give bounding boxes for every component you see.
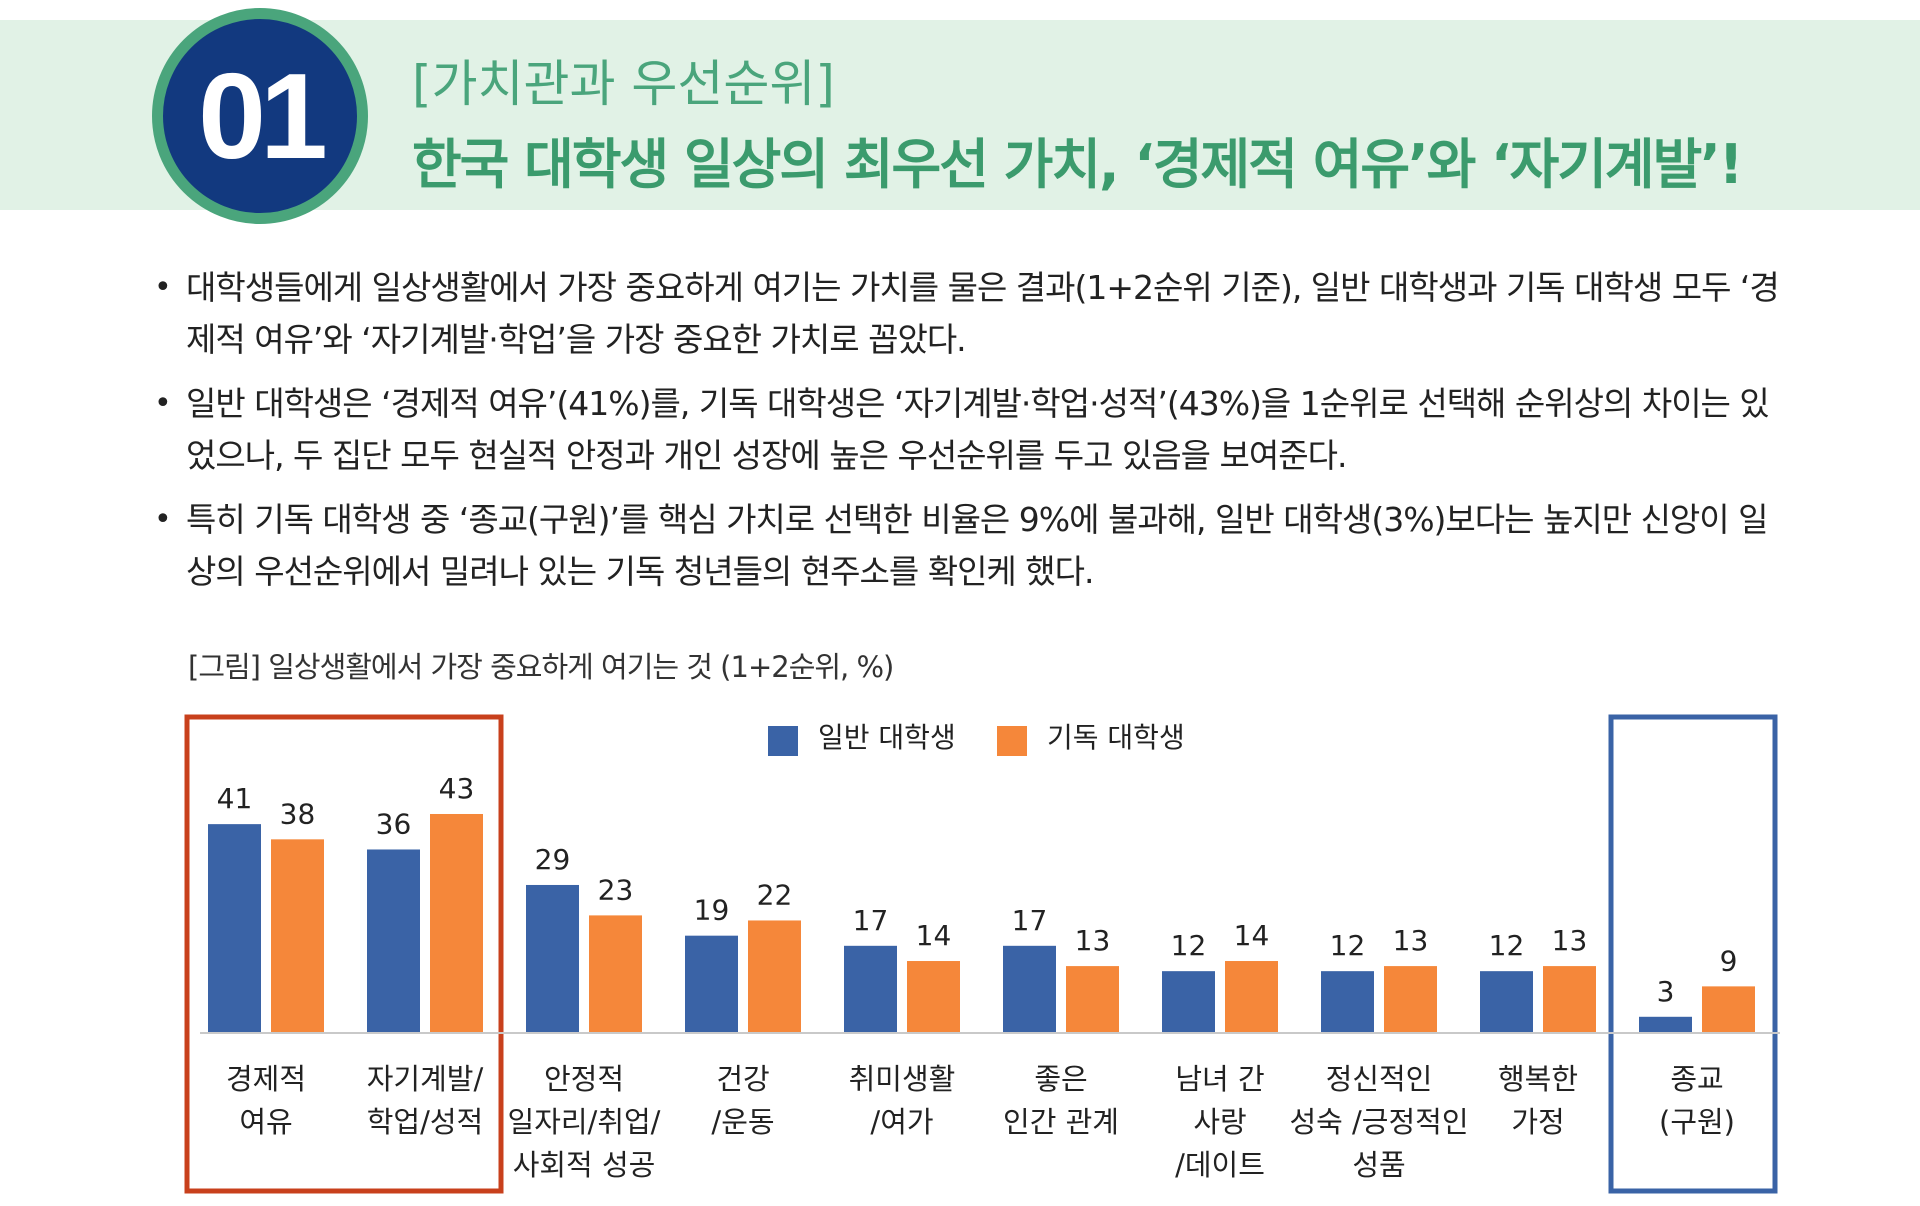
bar bbox=[271, 839, 324, 1032]
bar bbox=[1225, 961, 1278, 1032]
legend-swatch-christian bbox=[997, 726, 1027, 756]
bullet-dot-icon: • bbox=[154, 386, 172, 421]
data-label: 22 bbox=[757, 878, 793, 911]
bar bbox=[1702, 986, 1755, 1032]
bar bbox=[907, 961, 960, 1032]
x-tick-label: 정신적인 성숙 /긍정적인 성품 bbox=[1289, 1062, 1468, 1182]
bar bbox=[844, 945, 897, 1032]
section-number: 01 bbox=[198, 48, 328, 184]
data-label: 13 bbox=[1075, 924, 1111, 957]
highlight-box-left bbox=[184, 714, 504, 1194]
x-tick-label: 남녀 간 사랑/데이트 bbox=[1175, 1062, 1265, 1182]
summary-bullet: • 특히 기독 대학생 중 ‘종교(구원)’를 핵심 가치로 선택한 비율은 9… bbox=[150, 494, 1790, 598]
bullet-dot-icon: • bbox=[154, 502, 172, 537]
x-tick-label: 취미생활/여가 bbox=[849, 1062, 956, 1139]
bar bbox=[1384, 966, 1437, 1032]
bar bbox=[1003, 945, 1056, 1032]
x-tick-label: 경제적 여유 bbox=[226, 1062, 306, 1139]
data-label: 14 bbox=[916, 919, 952, 952]
data-label: 38 bbox=[280, 797, 316, 830]
data-label: 43 bbox=[439, 772, 475, 805]
bullet-text: 대학생들에게 일상생활에서 가장 중요하게 여기는 가치를 물은 결과(1+2순… bbox=[186, 268, 1780, 359]
data-label: 17 bbox=[1012, 904, 1048, 937]
data-label: 9 bbox=[1720, 944, 1738, 977]
bar bbox=[1480, 971, 1533, 1032]
x-tick-label: 행복한 가정 bbox=[1498, 1062, 1578, 1139]
legend-swatch-general bbox=[768, 726, 798, 756]
page-headline: 한국 대학생 일상의 최우선 가치, ‘경제적 여유’와 ‘자기계발’! bbox=[412, 133, 1743, 196]
data-label: 41 bbox=[217, 782, 253, 815]
data-label: 36 bbox=[376, 807, 412, 840]
legend-label-general: 일반 대학생 bbox=[818, 721, 956, 754]
data-label: 13 bbox=[1393, 924, 1429, 957]
data-label: 29 bbox=[535, 843, 571, 876]
bar bbox=[208, 824, 261, 1032]
summary-bullet: • 일반 대학생은 ‘경제적 여유’(41%)를, 기독 대학생은 ‘자기계발·… bbox=[150, 378, 1790, 482]
bar bbox=[1639, 1016, 1692, 1032]
x-tick-label: 종교 (구원) bbox=[1659, 1062, 1735, 1139]
data-label: 3 bbox=[1657, 975, 1675, 1008]
bullet-dot-icon: • bbox=[154, 270, 172, 305]
data-label: 19 bbox=[694, 894, 730, 927]
highlight-box-right bbox=[1608, 714, 1778, 1194]
section-number-badge: 01 bbox=[152, 8, 368, 224]
data-label: 12 bbox=[1489, 929, 1525, 962]
legend-label-christian: 기독 대학생 bbox=[1047, 721, 1185, 754]
x-tick-label: 건강/운동 bbox=[711, 1062, 774, 1139]
bar bbox=[748, 920, 801, 1032]
bar bbox=[1321, 971, 1374, 1032]
summary-bullet: • 대학생들에게 일상생활에서 가장 중요하게 여기는 가치를 물은 결과(1+… bbox=[150, 262, 1790, 366]
data-label: 17 bbox=[853, 904, 889, 937]
bar bbox=[1162, 971, 1215, 1032]
data-label: 12 bbox=[1171, 929, 1207, 962]
x-tick-label: 좋은 인간 관계 bbox=[1003, 1062, 1119, 1139]
figure-caption: [그림] 일상생활에서 가장 중요하게 여기는 것 (1+2순위, %) bbox=[188, 650, 894, 684]
bar bbox=[430, 813, 483, 1032]
bar bbox=[685, 935, 738, 1032]
bar bbox=[526, 884, 579, 1032]
bullet-text: 일반 대학생은 ‘경제적 여유’(41%)를, 기독 대학생은 ‘자기계발·학업… bbox=[186, 384, 1770, 475]
data-label: 12 bbox=[1330, 929, 1366, 962]
bar bbox=[1066, 966, 1119, 1032]
section-tag: [가치관과 우선순위] bbox=[412, 55, 835, 113]
bar bbox=[1543, 966, 1596, 1032]
data-label: 14 bbox=[1234, 919, 1270, 952]
x-tick-label: 안정적 일자리/취업/사회적 성공 bbox=[508, 1062, 661, 1182]
bar bbox=[589, 915, 642, 1032]
summary-bullet-list: • 대학생들에게 일상생활에서 가장 중요하게 여기는 가치를 물은 결과(1+… bbox=[150, 262, 1790, 610]
data-label: 13 bbox=[1552, 924, 1588, 957]
bullet-text: 특히 기독 대학생 중 ‘종교(구원)’를 핵심 가치로 선택한 비율은 9%에… bbox=[186, 500, 1768, 591]
bar bbox=[367, 849, 420, 1032]
x-tick-label: 자기계발/학업/성적 bbox=[367, 1062, 484, 1139]
data-label: 23 bbox=[598, 873, 634, 906]
